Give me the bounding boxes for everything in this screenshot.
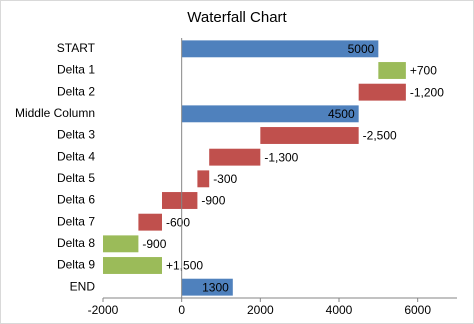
y-tick-label: Delta 6: [57, 193, 95, 207]
bar: [138, 213, 162, 231]
bar: [103, 235, 139, 253]
x-tick-label: -2000: [88, 303, 119, 317]
value-label: 1300: [202, 280, 229, 294]
value-label: 5000: [348, 42, 375, 56]
bar: [260, 127, 359, 144]
value-label: +700: [410, 64, 437, 78]
value-label: 4500: [328, 107, 355, 121]
y-tick-label: Delta 1: [57, 63, 95, 77]
y-tick-label: END: [70, 279, 96, 293]
bar: [181, 105, 359, 123]
value-label: -900: [142, 237, 166, 251]
bar: [358, 83, 406, 101]
value-label: -2,500: [363, 129, 397, 143]
bar: [197, 170, 210, 188]
chart-title: Waterfall Chart: [187, 9, 287, 26]
y-tick-label: START: [57, 41, 96, 55]
value-label: -900: [201, 194, 225, 208]
x-tick-label: 0: [178, 303, 185, 317]
y-tick-label: Delta 3: [57, 128, 95, 142]
bar: [181, 278, 233, 296]
bar: [103, 257, 162, 274]
value-label: +1,500: [166, 259, 203, 273]
x-tick-label: 2000: [247, 303, 274, 317]
x-tick-label: 4000: [326, 303, 353, 317]
value-label: -1,200: [410, 85, 444, 99]
y-tick-label: Delta 2: [57, 84, 95, 98]
bar: [378, 62, 406, 79]
y-tick-label: Delta 9: [57, 258, 95, 272]
value-label: -600: [166, 215, 190, 229]
value-label: -300: [213, 172, 237, 186]
x-tick-label: 6000: [404, 303, 431, 317]
value-label: -1,300: [264, 150, 298, 164]
bar: [162, 192, 198, 209]
y-tick-label: Delta 8: [57, 236, 95, 250]
y-tick-label: Delta 4: [57, 149, 95, 163]
bar: [181, 40, 379, 58]
y-tick-label: Delta 7: [57, 214, 95, 228]
y-tick-label: Delta 5: [57, 171, 95, 185]
y-tick-label: Middle Column: [15, 106, 95, 120]
bar: [209, 148, 261, 166]
